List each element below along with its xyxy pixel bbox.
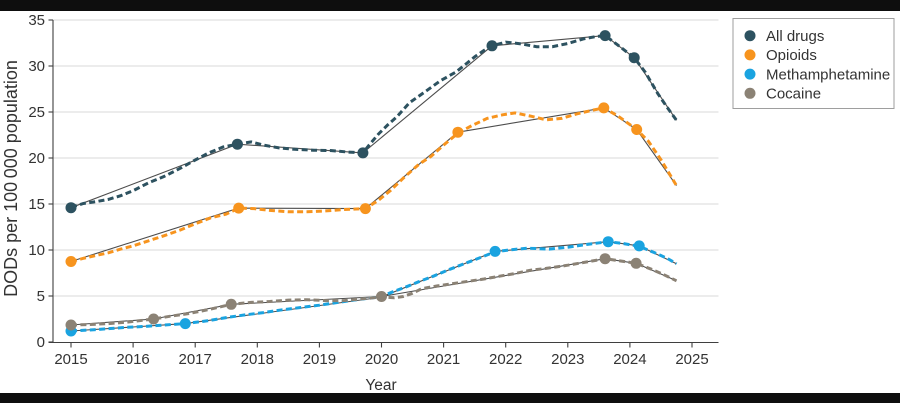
svg-text:2020: 2020 (365, 351, 398, 368)
svg-text:All drugs: All drugs (766, 28, 824, 45)
svg-text:2025: 2025 (675, 351, 708, 368)
svg-text:2024: 2024 (613, 351, 646, 368)
svg-text:Year: Year (365, 377, 396, 394)
svg-text:2022: 2022 (489, 351, 522, 368)
svg-text:15: 15 (28, 196, 45, 213)
svg-text:2015: 2015 (54, 351, 87, 368)
svg-text:2021: 2021 (427, 351, 460, 368)
svg-text:2017: 2017 (179, 351, 212, 368)
svg-text:25: 25 (28, 104, 45, 121)
svg-text:35: 35 (28, 12, 45, 29)
svg-text:10: 10 (28, 242, 45, 259)
svg-text:Methamphetamine: Methamphetamine (766, 66, 890, 83)
svg-text:Opioids: Opioids (766, 47, 817, 64)
svg-text:DODs per 100 000 population: DODs per 100 000 population (1, 60, 21, 297)
svg-text:2019: 2019 (303, 351, 336, 368)
svg-text:2023: 2023 (551, 351, 584, 368)
svg-text:30: 30 (28, 58, 45, 75)
svg-text:5: 5 (37, 288, 45, 305)
svg-text:Cocaine: Cocaine (766, 86, 821, 103)
svg-text:0: 0 (37, 334, 45, 351)
svg-text:2018: 2018 (241, 351, 274, 368)
svg-text:20: 20 (28, 150, 45, 167)
svg-text:2016: 2016 (116, 351, 149, 368)
